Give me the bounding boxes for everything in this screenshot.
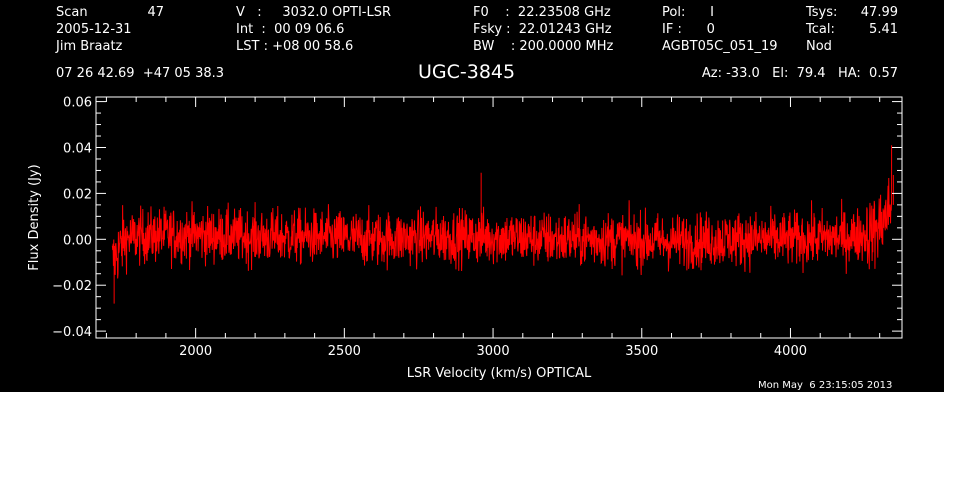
velocity-readout: V : 3032.0 OPTI-LSR xyxy=(236,5,392,20)
integration-readout: Int : 00 09 06.6 xyxy=(236,22,345,37)
y-axis-label: Flux Density (Jy) xyxy=(27,164,42,270)
tsys-label: Tsys: xyxy=(806,5,838,20)
scan-label: Scan xyxy=(56,5,88,20)
spectrum-trace-layer xyxy=(111,145,894,304)
x-axis-label: LSR Velocity (km/s) OPTICAL xyxy=(407,366,592,381)
x-tick-label: 3500 xyxy=(625,344,658,359)
x-tick-label: 3000 xyxy=(477,344,510,359)
tsys-value: 47.99 xyxy=(860,5,898,20)
sky-frequency-readout: Fsky : 22.01243 GHz xyxy=(473,22,612,37)
lst-readout: LST : +08 00 58.6 xyxy=(236,39,354,54)
y-tick-label: −0.04 xyxy=(52,325,92,340)
tcal-value: 5.41 xyxy=(869,22,898,37)
x-tick-label: 2500 xyxy=(328,344,361,359)
project-id: AGBT05C_051_19 xyxy=(662,39,778,54)
source-name: UGC-3845 xyxy=(418,61,516,83)
y-tick-label: 0.02 xyxy=(63,187,92,202)
spectrum-panel: Scan 47 2005-12-31 Jim Braatz V : 3032.0… xyxy=(0,0,944,392)
source-coordinates: 07 26 42.69 +47 05 38.3 xyxy=(56,66,225,81)
polarization-readout: Pol: I xyxy=(662,5,714,20)
tcal-label: Tcal: xyxy=(806,22,835,37)
observer-name: Jim Braatz xyxy=(56,39,123,54)
plot-timestamp: Mon May 6 23:15:05 2013 xyxy=(758,380,893,391)
y-tick-label: 0.04 xyxy=(63,141,92,156)
scan-number: 47 xyxy=(147,5,164,20)
observing-mode: Nod xyxy=(806,39,832,54)
rest-frequency-readout: F0 : 22.23508 GHz xyxy=(473,5,611,20)
y-tick-label: 0.06 xyxy=(63,96,92,111)
y-axis: −0.04 −0.02 0.00 0.02 0.04 0.06 xyxy=(52,96,902,340)
x-axis: 2000 2500 3000 3500 4000 xyxy=(105,97,881,359)
spectrum-line xyxy=(111,145,894,304)
spectrum-chart: 2000 2500 3000 3500 4000 −0.04 −0.02 0.00 0.02 0… xyxy=(27,96,903,381)
bandwidth-readout: BW : 200.0000 MHz xyxy=(473,39,614,54)
if-readout: IF : 0 xyxy=(662,22,715,37)
x-tick-label: 4000 xyxy=(774,344,807,359)
plot-frame xyxy=(95,96,903,339)
x-tick-label: 2000 xyxy=(179,344,212,359)
y-tick-label: 0.00 xyxy=(63,233,92,248)
y-tick-label: −0.02 xyxy=(52,279,92,294)
observation-date: 2005-12-31 xyxy=(56,22,132,37)
az-el-ha-readout: Az: -33.0 El: 79.4 HA: 0.57 xyxy=(701,66,898,81)
